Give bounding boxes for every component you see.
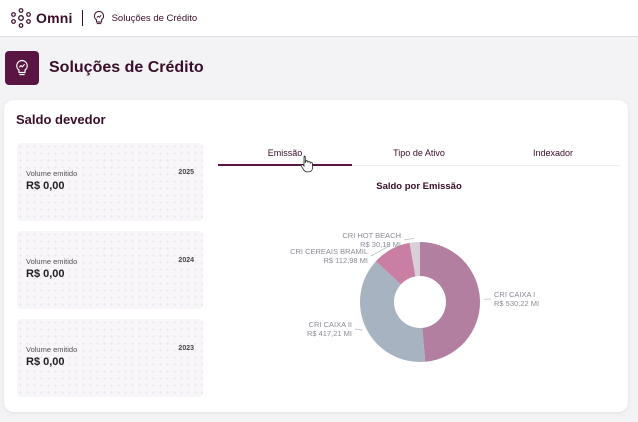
card-title: Saldo devedor	[16, 112, 106, 127]
page-icon	[5, 51, 39, 85]
chart-title: Saldo por Emissão	[376, 181, 462, 192]
page-header: Soluções de Crédito	[5, 51, 204, 85]
volume-card-2023: Volume emitido 2023 R$ 0,00	[17, 319, 203, 397]
volume-value: R$ 0,00	[26, 268, 65, 280]
hand-cursor-icon	[300, 155, 313, 173]
chart-tabs: Emissão Tipo de Ativo Indexador	[218, 143, 620, 166]
tab-tipo-de-ativo[interactable]: Tipo de Ativo	[393, 148, 445, 158]
breadcrumb[interactable]: Soluções de Crédito	[111, 12, 198, 24]
page-title: Soluções de Crédito	[49, 59, 204, 76]
tab-indexador[interactable]: Indexador	[532, 148, 574, 158]
saldo-devedor-card: Saldo devedor Volume emitido 2025 R$ 0,0…	[4, 100, 628, 412]
omni-logo-icon[interactable]	[11, 8, 31, 28]
brand-name[interactable]: Omni	[36, 10, 73, 26]
active-tab-indicator	[218, 164, 352, 166]
volume-value: R$ 0,00	[26, 356, 65, 368]
header-divider	[81, 10, 83, 26]
volume-label: Volume emitido	[26, 345, 78, 354]
lightbulb-chart-icon	[16, 59, 28, 76]
top-bar: Omni Soluções de Crédito	[0, 0, 638, 37]
volume-card-2024: Volume emitido 2024 R$ 0,00	[17, 231, 203, 309]
volume-value: R$ 0,00	[26, 180, 65, 192]
lightbulb-icon	[93, 10, 104, 25]
tab-emissao[interactable]: Emissão	[267, 148, 303, 158]
volume-card-2025: Volume emitido 2025 R$ 0,00	[17, 143, 203, 221]
volume-year: 2024	[178, 257, 194, 264]
volume-year: 2023	[178, 345, 194, 352]
volume-label: Volume emitido	[26, 169, 78, 178]
volume-year: 2025	[178, 169, 194, 176]
volume-label: Volume emitido	[26, 257, 78, 266]
